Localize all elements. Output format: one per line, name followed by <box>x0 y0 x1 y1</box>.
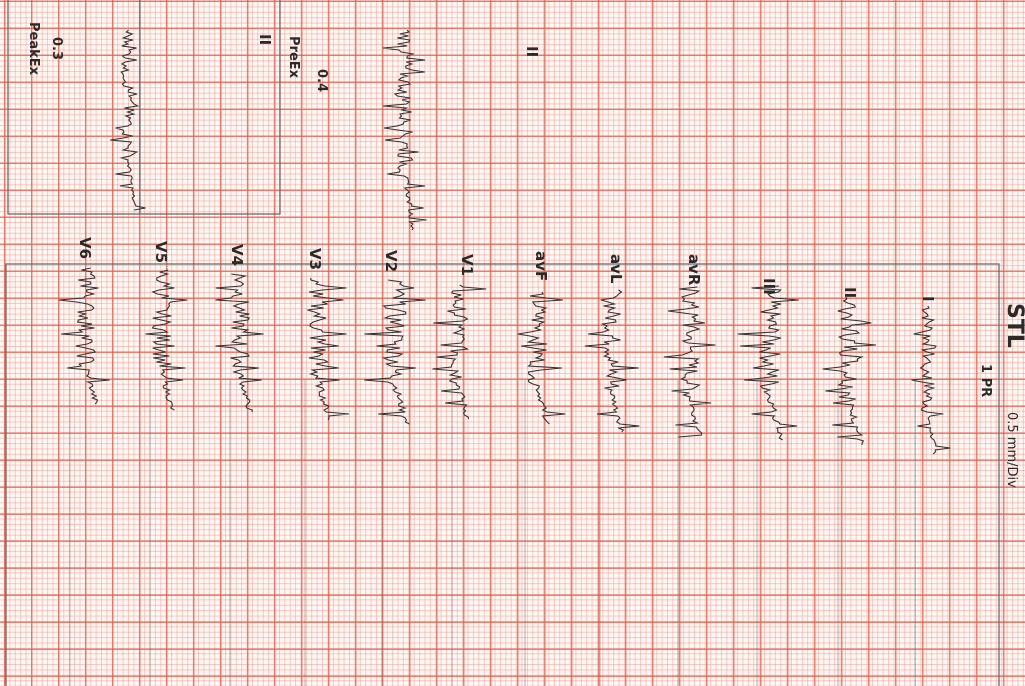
rhythm-trace-1 <box>110 29 146 211</box>
pre-mode-label: PreEx <box>286 36 301 79</box>
pr-label: 1 PR <box>978 364 993 398</box>
lead-trace-avL <box>584 289 640 433</box>
lead-label-V2: V2 <box>382 250 400 273</box>
lead-trace-V1 <box>432 284 487 420</box>
lead-trace-avF <box>517 291 566 425</box>
lead-label-III: III <box>760 278 778 295</box>
peak-mode-label: PeakEx <box>26 22 41 76</box>
lead-label-avF: avF <box>532 251 550 282</box>
lead-trace-V5 <box>145 269 188 411</box>
lead-trace-V4 <box>215 273 264 413</box>
lead-label-V3: V3 <box>306 248 324 271</box>
lead-label-V4: V4 <box>228 244 246 267</box>
rhythm-trace-2 <box>382 29 427 231</box>
rhythm-lead-label-1: II <box>256 34 274 46</box>
pre-level-label: 0.4 <box>314 69 329 93</box>
lead-trace-II <box>822 296 877 446</box>
rhythm-lead-label-2: II <box>523 46 541 58</box>
lead-trace-V3 <box>307 277 349 421</box>
lead-trace-avR <box>663 286 716 438</box>
lead-trace-V6 <box>58 267 110 405</box>
lead-label-avL: avL <box>607 254 625 284</box>
rhythm-box <box>7 0 281 215</box>
lead-label-avR: avR <box>685 254 703 286</box>
lead-trace-V2 <box>364 279 426 425</box>
st-header-label: STL <box>1002 303 1025 348</box>
lead-label-I: I <box>919 296 937 302</box>
lead-label-V5: V5 <box>152 241 170 264</box>
lead-label-V6: V6 <box>76 237 94 260</box>
leads-box <box>5 263 1000 686</box>
lead-label-V1: V1 <box>458 254 476 277</box>
peak-level-label: 0.3 <box>49 37 64 61</box>
lead-label-II: II <box>841 287 859 299</box>
lead-trace-I <box>911 305 951 455</box>
scale-label: 0.5 mm/Div <box>1004 412 1019 488</box>
lead-trace-III <box>737 285 799 441</box>
